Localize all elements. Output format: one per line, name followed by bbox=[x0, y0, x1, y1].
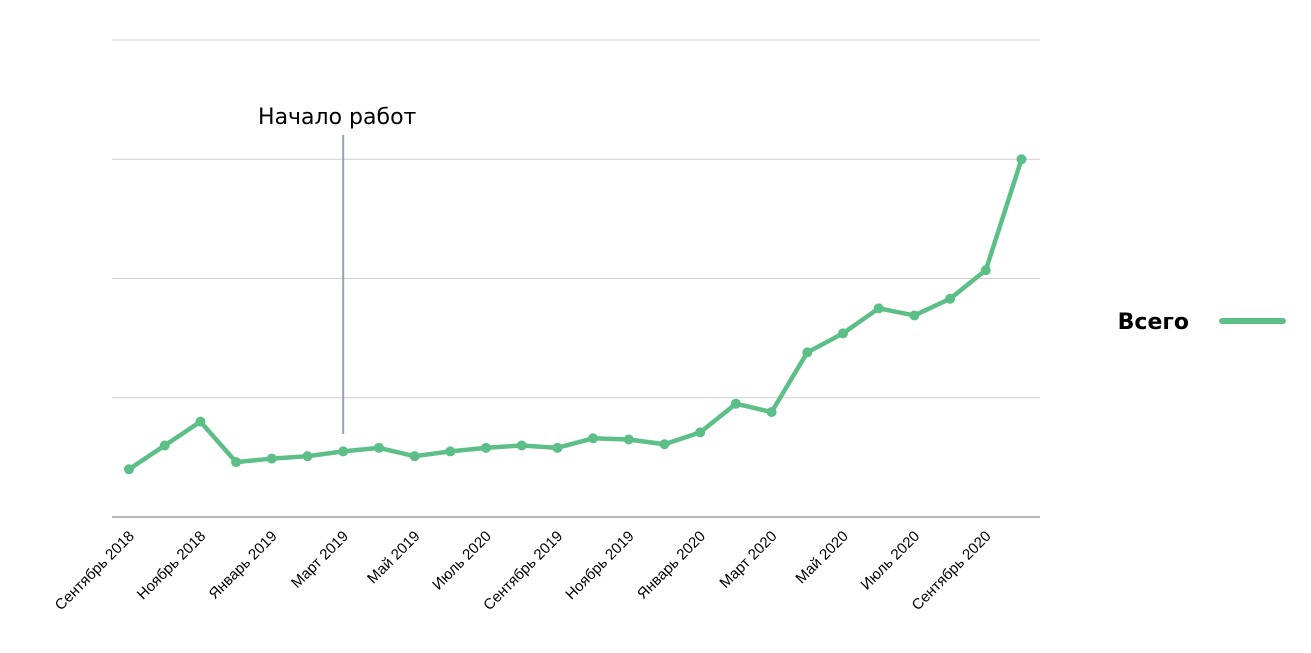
data-point bbox=[159, 440, 170, 451]
x-tick-label: Ноябрь 2019 bbox=[562, 528, 637, 603]
data-point bbox=[231, 457, 242, 468]
data-point bbox=[766, 407, 777, 418]
x-tick-label: Май 2019 bbox=[364, 528, 423, 587]
legend-label-series: Всего bbox=[1118, 310, 1189, 335]
x-tick-label: Ноябрь 2018 bbox=[134, 528, 209, 603]
x-tick-label: Июль 2020 bbox=[858, 528, 924, 594]
data-point bbox=[980, 265, 991, 276]
x-tick-label: Март 2020 bbox=[716, 528, 780, 592]
data-point bbox=[659, 439, 670, 450]
gridlines bbox=[112, 39, 1040, 518]
data-point bbox=[588, 433, 599, 444]
data-point bbox=[838, 328, 848, 339]
x-tick-label: Май 2020 bbox=[792, 528, 851, 587]
data-point bbox=[302, 451, 313, 462]
legend: Всего bbox=[1118, 310, 1286, 335]
data-point bbox=[124, 464, 134, 475]
annotation-label: Начало работ bbox=[258, 105, 416, 130]
series-line bbox=[126, 157, 1024, 472]
x-tick-label: Январь 2019 bbox=[206, 528, 281, 603]
data-point bbox=[909, 310, 920, 321]
x-tick-label: Март 2019 bbox=[288, 528, 352, 592]
data-point bbox=[552, 442, 563, 453]
data-point bbox=[195, 416, 206, 427]
data-point bbox=[695, 427, 706, 438]
x-tick-label: Июль 2020 bbox=[429, 528, 495, 594]
data-point bbox=[945, 293, 956, 304]
series-layer bbox=[124, 154, 1027, 475]
x-tick-label: Сентябрь 2018 bbox=[52, 528, 138, 614]
data-point bbox=[516, 440, 527, 451]
data-point bbox=[409, 451, 420, 462]
annotation: Начало работ bbox=[258, 105, 417, 434]
data-point bbox=[338, 446, 349, 457]
x-tick-label: Январь 2020 bbox=[634, 528, 709, 603]
data-point bbox=[266, 453, 277, 464]
data-point bbox=[481, 442, 491, 453]
data-point bbox=[873, 303, 884, 314]
data-point bbox=[373, 442, 384, 453]
data-point bbox=[623, 434, 634, 445]
data-point bbox=[445, 446, 456, 457]
data-point bbox=[1016, 154, 1027, 165]
data-point bbox=[730, 398, 741, 409]
data-point bbox=[802, 347, 813, 358]
